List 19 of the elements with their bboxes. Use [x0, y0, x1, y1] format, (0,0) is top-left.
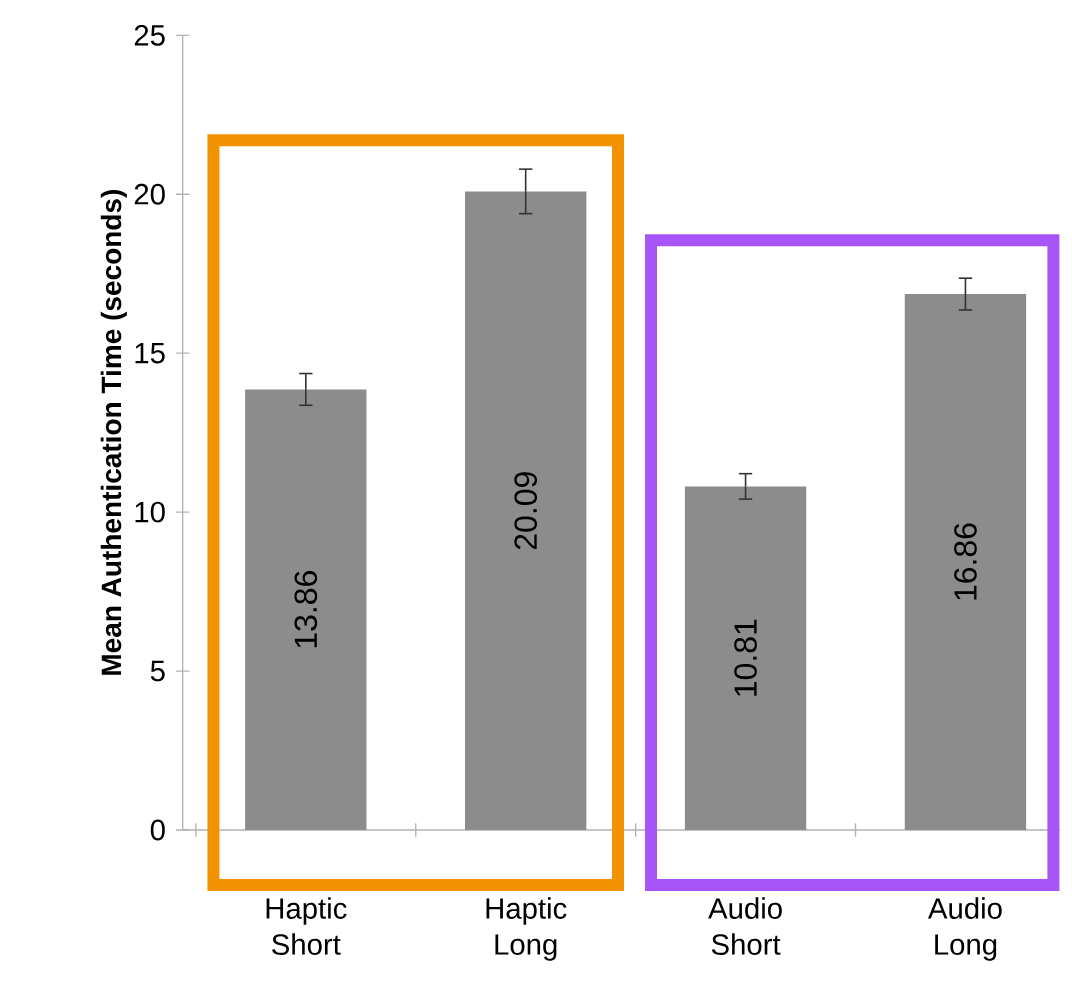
y-axis-title: Mean Authentication Time (seconds) [100, 190, 127, 675]
y-tick-label: 10 [135, 501, 165, 523]
x-tick-label: Haptic Long [486, 897, 567, 961]
bar [904, 294, 1027, 830]
y-tick-label: 0 [150, 819, 165, 841]
y-tick-label: 15 [135, 342, 165, 364]
x-tick-label: Haptic Short [266, 897, 347, 955]
bar [684, 486, 807, 830]
data-label: 10.81 [734, 619, 757, 696]
x-tick-label: Audio Long [928, 897, 1002, 961]
y-tick-label: 5 [150, 660, 165, 682]
bar [465, 191, 587, 830]
x-tick-label: Audio Short [708, 897, 782, 955]
bar [245, 389, 367, 830]
data-label: 16.86 [954, 523, 977, 600]
y-tick-label: 25 [134, 24, 165, 46]
y-tick-label: 20 [134, 183, 165, 205]
data-label: 13.86 [294, 571, 318, 648]
data-label: 20.09 [514, 472, 538, 550]
